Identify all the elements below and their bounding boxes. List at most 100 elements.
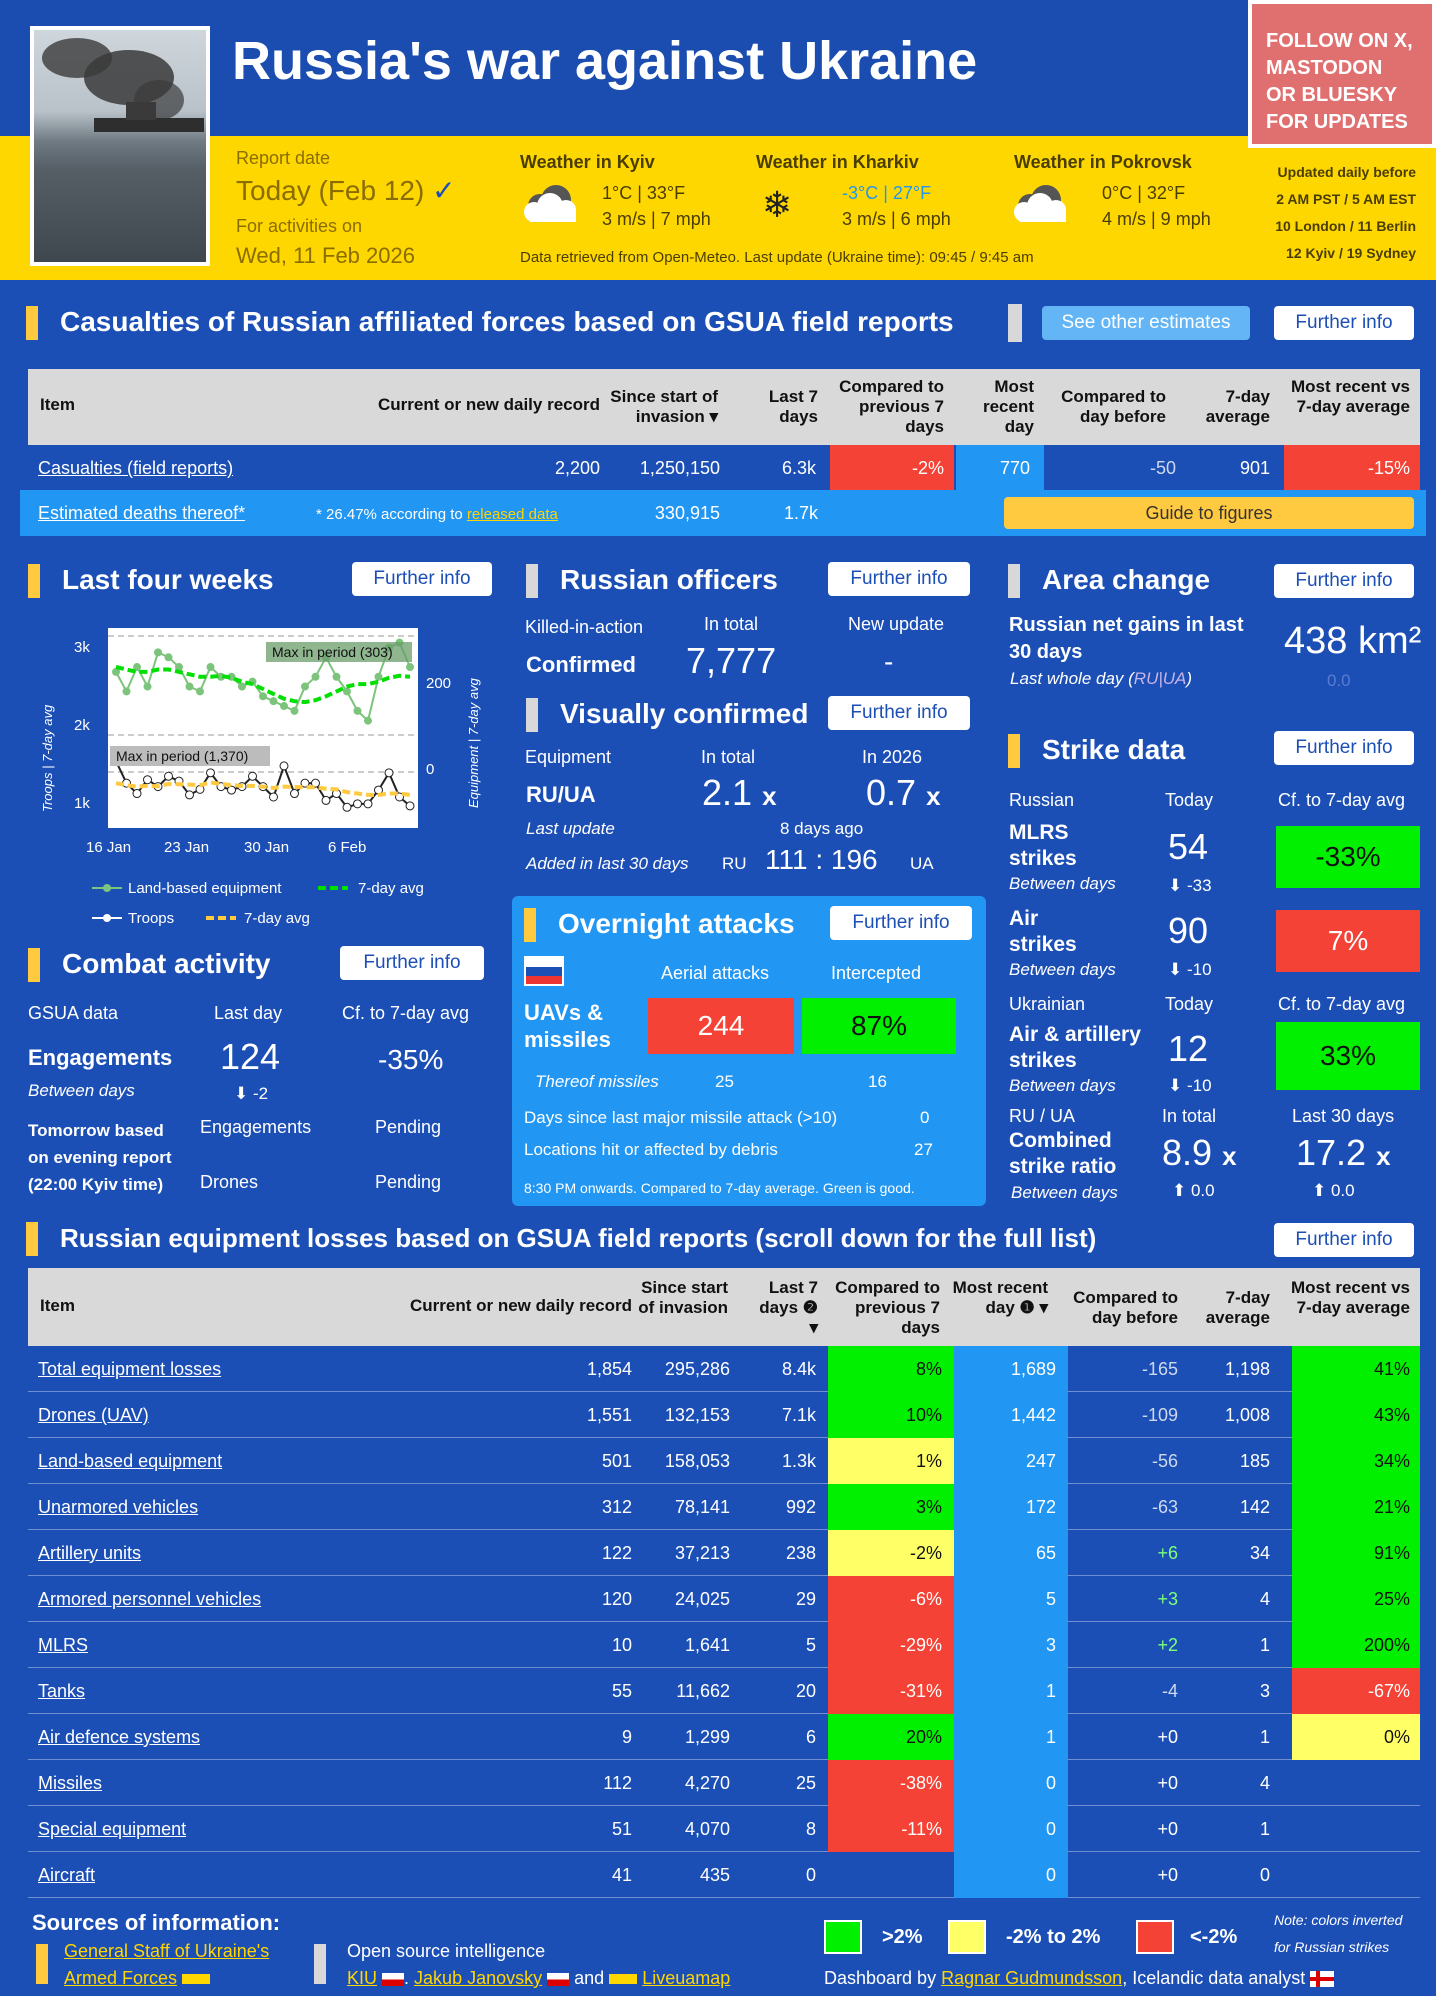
follow-line: FOLLOW ON X, — [1266, 30, 1413, 52]
casualties-link[interactable]: Casualties (field reports) — [38, 458, 234, 478]
table-row: Armored personnel vehicles 120 24,025 29 -6%… — [28, 1576, 1420, 1622]
pending-label: Pending — [375, 1172, 442, 1192]
armed-forces-link[interactable]: Armed Forces — [64, 1968, 178, 1988]
ru-ua-link[interactable]: RU|UA — [1133, 669, 1187, 688]
item-link[interactable]: MLRS — [38, 1635, 89, 1655]
osint-links: KIU . Jakub Janovsky and Liveuamap — [347, 1968, 731, 1988]
further-info-button[interactable]: Further info — [352, 562, 492, 596]
guide-to-figures-button[interactable]: Guide to figures — [1004, 497, 1414, 529]
col-header: Current or new daily record — [410, 1296, 632, 1315]
col-header[interactable]: Last 7 days ❷ ▾ — [759, 1278, 818, 1337]
table-row: Aircraft 41 435 0 0 +0 0 — [28, 1852, 1420, 1898]
further-info-button[interactable]: Further info — [828, 562, 970, 596]
jakub-link[interactable]: Jakub Janovsky — [414, 1968, 543, 1988]
divider — [1008, 304, 1022, 342]
cell-most-recent: 65 — [954, 1530, 1068, 1576]
overnight-note: 8:30 PM onwards. Compared to 7-day avera… — [524, 1180, 915, 1196]
data-point — [269, 697, 278, 706]
cell-cf7: -29% — [828, 1622, 954, 1668]
further-info-button[interactable]: Further info — [1274, 306, 1414, 340]
cell-vs: 91% — [1292, 1530, 1420, 1576]
equipment-section-title: Russian equipment losses based on GSUA f… — [26, 1218, 1096, 1258]
art-cf7: 33% — [1276, 1022, 1420, 1090]
general-staff-link[interactable]: General Staff of Ukraine's — [64, 1941, 270, 1961]
added-30-days-label: Added in last 30 days — [526, 854, 689, 873]
weather-kharkiv-title: Weather in Kharkiv — [756, 152, 919, 172]
cell-avg: 1 — [1259, 1727, 1270, 1747]
col-header[interactable]: Most recent day ❶ ▾ — [952, 1278, 1048, 1317]
area-gains-label: Russian net gains in last 30 days — [1009, 614, 1244, 663]
ratio-total-between: ⬆ 0.0 — [1172, 1181, 1215, 1200]
ruua-label: RU / UA — [1009, 1106, 1076, 1126]
note-line: Note: colors inverted — [1274, 1912, 1403, 1928]
cell-avg: 185 — [1239, 1451, 1270, 1471]
legend-red-label: <-2% — [1190, 1926, 1238, 1948]
armed-forces: Armed Forces — [64, 1968, 211, 1989]
item-link[interactable]: Land-based equipment — [38, 1451, 223, 1471]
released-data-link[interactable]: released data — [466, 506, 558, 523]
visual-total: 2.1 x — [702, 772, 777, 814]
days-since-value: 0 — [920, 1108, 930, 1127]
data-point — [405, 801, 415, 811]
legend-label: Land-based equipment — [128, 880, 282, 897]
data-point — [227, 785, 236, 795]
follow-line: OR BLUESKY — [1266, 84, 1398, 106]
cell-cf-day: +0 — [1157, 1727, 1178, 1747]
item-link[interactable]: Total equipment losses — [38, 1359, 222, 1379]
last-30-days-label: Last 30 days — [1292, 1106, 1395, 1126]
ratio-total: 8.9 x — [1162, 1132, 1237, 1174]
see-other-estimates-button[interactable]: See other estimates — [1042, 306, 1250, 340]
author-link[interactable]: Ragnar Gudmundsson — [941, 1968, 1123, 1988]
item-link[interactable]: Special equipment — [38, 1819, 187, 1839]
data-point — [164, 653, 173, 662]
data-point — [132, 789, 142, 799]
further-info-button[interactable]: Further info — [1274, 731, 1414, 765]
equipment-table-header: Item Current or new daily record Since s… — [28, 1268, 1420, 1346]
item-link[interactable]: Tanks — [38, 1681, 86, 1701]
item-link[interactable]: Air defence systems — [38, 1727, 201, 1747]
item-link[interactable]: Artillery units — [38, 1543, 142, 1563]
cell-cf-day: +0 — [1157, 1865, 1178, 1885]
further-info-button[interactable]: Further info — [1274, 564, 1414, 598]
ratio-total-value: 8.9 — [1162, 1132, 1213, 1173]
kiu-link[interactable]: KIU — [347, 1968, 378, 1988]
further-info-button[interactable]: Further info — [830, 906, 972, 940]
data-point — [143, 775, 152, 785]
table-row: Land-based equipment 501 158,053 1.3k 1% 247 -… — [28, 1438, 1420, 1484]
cell-cf7: 1% — [828, 1438, 954, 1484]
follow-banner[interactable]: FOLLOW ON X, MASTODON OR BLUESKY FOR UPD… — [1248, 0, 1436, 148]
item-link[interactable]: Drones (UAV) — [38, 1405, 149, 1425]
strike-data-title: Strike data — [1008, 730, 1185, 770]
deaths-since: 330,915 — [654, 503, 720, 523]
legend-label: 7-day avg — [358, 880, 424, 897]
cell-vs — [1292, 1760, 1420, 1806]
estimated-deaths-link[interactable]: Estimated deaths thereof* — [38, 503, 246, 523]
cell-most-recent: 0 — [954, 1852, 1068, 1898]
legend-label: Troops — [128, 910, 174, 927]
liveuamap-link[interactable]: Liveuamap — [642, 1968, 731, 1988]
col-header[interactable]: Since start of invasion ▾ — [610, 387, 718, 426]
item-link[interactable]: Aircraft — [38, 1865, 96, 1885]
item-link[interactable]: Missiles — [38, 1773, 103, 1793]
cell-since: 158,053 — [664, 1451, 730, 1471]
cell-cf7: 20% — [828, 1714, 954, 1760]
art-value: 12 — [1168, 1028, 1209, 1069]
col-header: Compared to day before — [1073, 1288, 1178, 1327]
data-point — [311, 672, 320, 681]
header-yellow-band — [0, 136, 1436, 280]
data-point — [343, 687, 351, 696]
equipment-label: Equipment — [525, 747, 612, 767]
item-link[interactable]: Armored personnel vehicles — [38, 1589, 262, 1609]
area-gains-value: 438 km² — [1284, 620, 1422, 662]
data-point — [280, 702, 288, 711]
cloud-icon — [524, 185, 576, 222]
cell-most-recent: 1 — [954, 1668, 1068, 1714]
today-label: Today — [1165, 790, 1214, 810]
cell-since: 1,299 — [684, 1727, 730, 1747]
air-value: 90 — [1168, 910, 1209, 951]
further-info-button[interactable]: Further info — [340, 946, 484, 980]
item-link[interactable]: Unarmored vehicles — [38, 1497, 199, 1517]
ua-added: 196 — [830, 844, 878, 875]
further-info-button[interactable]: Further info — [828, 696, 970, 730]
further-info-button[interactable]: Further info — [1274, 1223, 1414, 1257]
